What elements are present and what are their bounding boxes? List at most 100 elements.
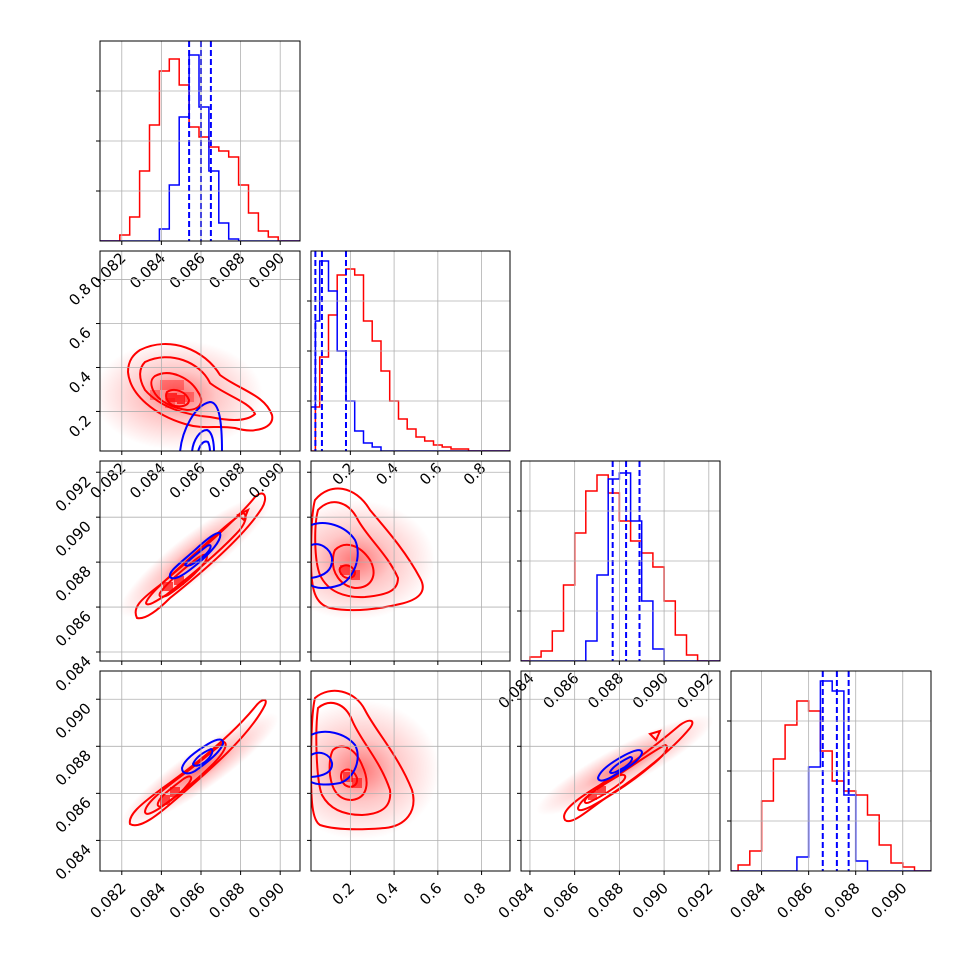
scatter-3-1-y-tick-label: 0.084 — [52, 652, 95, 695]
density-cloud — [121, 713, 279, 827]
contour-inner-red — [331, 543, 375, 590]
density-peak — [167, 393, 185, 404]
scatter-4-2-x-tick-label: 0.6 — [416, 879, 446, 909]
scatter-3-1-y-tick-label: 0.088 — [52, 562, 95, 605]
hist-3-red-histogram — [521, 474, 720, 661]
scatter-4-1-x-tick-label: 0.088 — [205, 879, 248, 922]
scatter-4-3-x-tick-label: 0.090 — [629, 879, 672, 922]
scatter-4-3-x-tick-label: 0.088 — [584, 879, 627, 922]
scatter-3-1-y-tick-label: 0.090 — [52, 517, 95, 560]
scatter-2-1-x-tick-label: 0.086 — [166, 459, 209, 502]
density-peak — [160, 787, 180, 805]
hist-3-blue-histogram — [521, 472, 720, 661]
scatter-4-3-density — [536, 714, 714, 823]
panel-scatter-3-1 — [118, 492, 272, 620]
hist-1-x-tick-label: 0.084 — [126, 249, 169, 292]
contour-mid-red — [315, 701, 392, 817]
density-peak — [340, 565, 360, 580]
contour-outer-blue — [180, 738, 225, 775]
contour-outer-blue — [179, 400, 223, 451]
density-peak — [163, 576, 184, 591]
scatter-3-1-frame — [99, 460, 301, 662]
hist-4-x-tick-label: 0.090 — [868, 879, 911, 922]
hist-2-x-tick-label: 0.4 — [372, 459, 402, 489]
scatter-2-1-x-tick-label: 0.082 — [87, 459, 130, 502]
scatter-2-1-x-tick-label: 0.084 — [126, 459, 169, 502]
hist-2-frame — [310, 250, 511, 452]
contour-outer-blue — [168, 531, 222, 580]
panel-scatter-3-2 — [311, 487, 435, 620]
hist-3-frame — [520, 460, 721, 662]
density-cloud — [311, 700, 440, 840]
hist-1-x-tick-label: 0.082 — [87, 249, 130, 292]
contour-inner-red — [150, 372, 203, 412]
contour-inner-blue — [191, 747, 214, 767]
hist-1-x-tick-label: 0.088 — [205, 249, 248, 292]
scatter-4-2-x-tick-label: 0.8 — [460, 879, 490, 909]
hist-3-x-tick-label: 0.084 — [495, 669, 538, 712]
hist-4-axes: 0.084 0.086 0.088 0.090 — [726, 670, 932, 922]
contour-mid-red — [314, 501, 400, 599]
hist-2-red-histogram — [311, 268, 510, 451]
density-peak — [343, 772, 362, 788]
contour-outer-red — [126, 343, 274, 432]
contour-core-red — [648, 729, 662, 742]
panel-scatter-4-2 — [311, 689, 440, 840]
scatter-4-1-x-tick-label: 0.090 — [245, 879, 288, 922]
contour-inner-red — [156, 775, 193, 808]
scatter-3-2-density — [311, 487, 435, 620]
scatter-4-2-density — [311, 689, 440, 840]
contour-inner-red — [328, 745, 368, 802]
scatter-4-2-x-tick-label: 0.4 — [372, 879, 402, 909]
density-cloud — [536, 714, 714, 816]
contour-inner-blue — [311, 543, 334, 579]
scatter-4-1-frame — [99, 670, 301, 872]
scatter-4-3-x-tick-label: 0.092 — [674, 879, 717, 922]
contour-outer-blue — [311, 730, 359, 786]
contour-outer-blue — [596, 749, 644, 782]
hist-4-x-tick-label: 0.084 — [726, 879, 769, 922]
scatter-2-1-y-tick-label: 0.2 — [65, 412, 95, 442]
hist-2-x-tick-label: 0.2 — [329, 459, 359, 489]
contour-inner-blue — [608, 755, 634, 775]
hist-3-x-tick-label: 0.092 — [674, 669, 717, 712]
scatter-4-2-x-tick-label: 0.2 — [329, 879, 359, 909]
scatter-3-1-y-tick-label: 0.092 — [52, 472, 95, 515]
scatter-4-3-x-tick-label: 0.084 — [495, 879, 538, 922]
contour-outer-red — [128, 699, 267, 827]
hist-2-x-tick-label: 0.6 — [416, 459, 446, 489]
hist-1-frame — [99, 40, 301, 242]
hist-4-x-tick-label: 0.086 — [773, 879, 816, 922]
scatter-3-2-axes — [307, 460, 511, 665]
contour-core-blue — [197, 440, 211, 451]
scatter-2-1-x-tick-label: 0.088 — [205, 459, 248, 502]
scatter-3-2-frame — [310, 460, 511, 662]
scatter-4-3-frame — [520, 670, 721, 872]
scatter-4-3-x-tick-label: 0.086 — [539, 879, 582, 922]
hist-4-frame — [730, 670, 932, 872]
hist-1-blue-histogram — [100, 54, 300, 241]
contour-inner-red — [583, 773, 627, 805]
panel-scatter-4-3 — [536, 714, 714, 823]
contour-inner-blue — [183, 544, 212, 567]
scatter-3-1-y-tick-label: 0.086 — [52, 607, 95, 650]
contour-mid-red — [143, 740, 227, 815]
contour-core-red — [165, 389, 191, 408]
scatter-4-1-x-tick-label: 0.086 — [166, 879, 209, 922]
hist-1-red-histogram — [100, 58, 300, 241]
density-peak — [588, 786, 606, 800]
hist-4-red-histogram — [731, 700, 931, 871]
hist-2-blue-histogram — [311, 260, 510, 451]
hist-4-blue-histogram — [731, 680, 931, 871]
contour-inner-blue — [311, 751, 334, 778]
panel-scatter-4-1 — [121, 699, 279, 827]
scatter-4-1-x-tick-label: 0.082 — [87, 879, 130, 922]
hist-3-x-tick-label: 0.088 — [584, 669, 627, 712]
hist-3-axes: 0.084 0.086 0.088 0.090 0.092 — [495, 460, 721, 712]
scatter-4-1-x-tick-label: 0.084 — [126, 879, 169, 922]
hist-2-x-tick-label: 0.8 — [460, 459, 490, 489]
hist-1-x-tick-label: 0.090 — [245, 249, 288, 292]
scatter-2-1-y-tick-label: 0.6 — [65, 324, 95, 354]
hist-4-x-tick-label: 0.088 — [820, 879, 863, 922]
